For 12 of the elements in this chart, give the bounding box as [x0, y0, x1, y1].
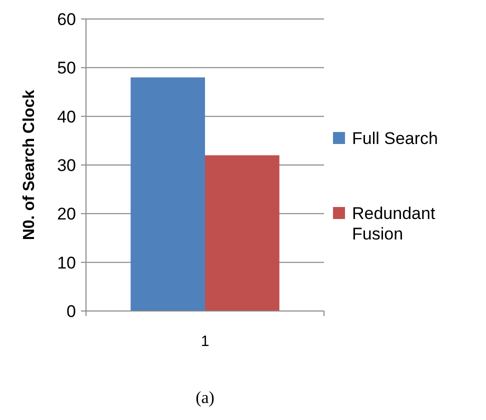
text: (a)	[196, 388, 214, 407]
y-tick-label: 50	[57, 58, 76, 78]
y-tick-label: 0	[66, 302, 76, 321]
y-tick-label: 40	[57, 107, 76, 126]
y-tick-label: 20	[57, 204, 76, 224]
legend-label: Full Search	[352, 128, 438, 148]
y-tick-label: 60	[57, 10, 76, 29]
y-tick-label: 10	[57, 253, 76, 272]
x-tick-label: 1	[200, 333, 210, 350]
legend-label: Redundant Fusion	[352, 204, 436, 244]
y-tick-label: 30	[57, 156, 76, 175]
y-axis-title: N0. of Search Clock	[21, 90, 38, 240]
